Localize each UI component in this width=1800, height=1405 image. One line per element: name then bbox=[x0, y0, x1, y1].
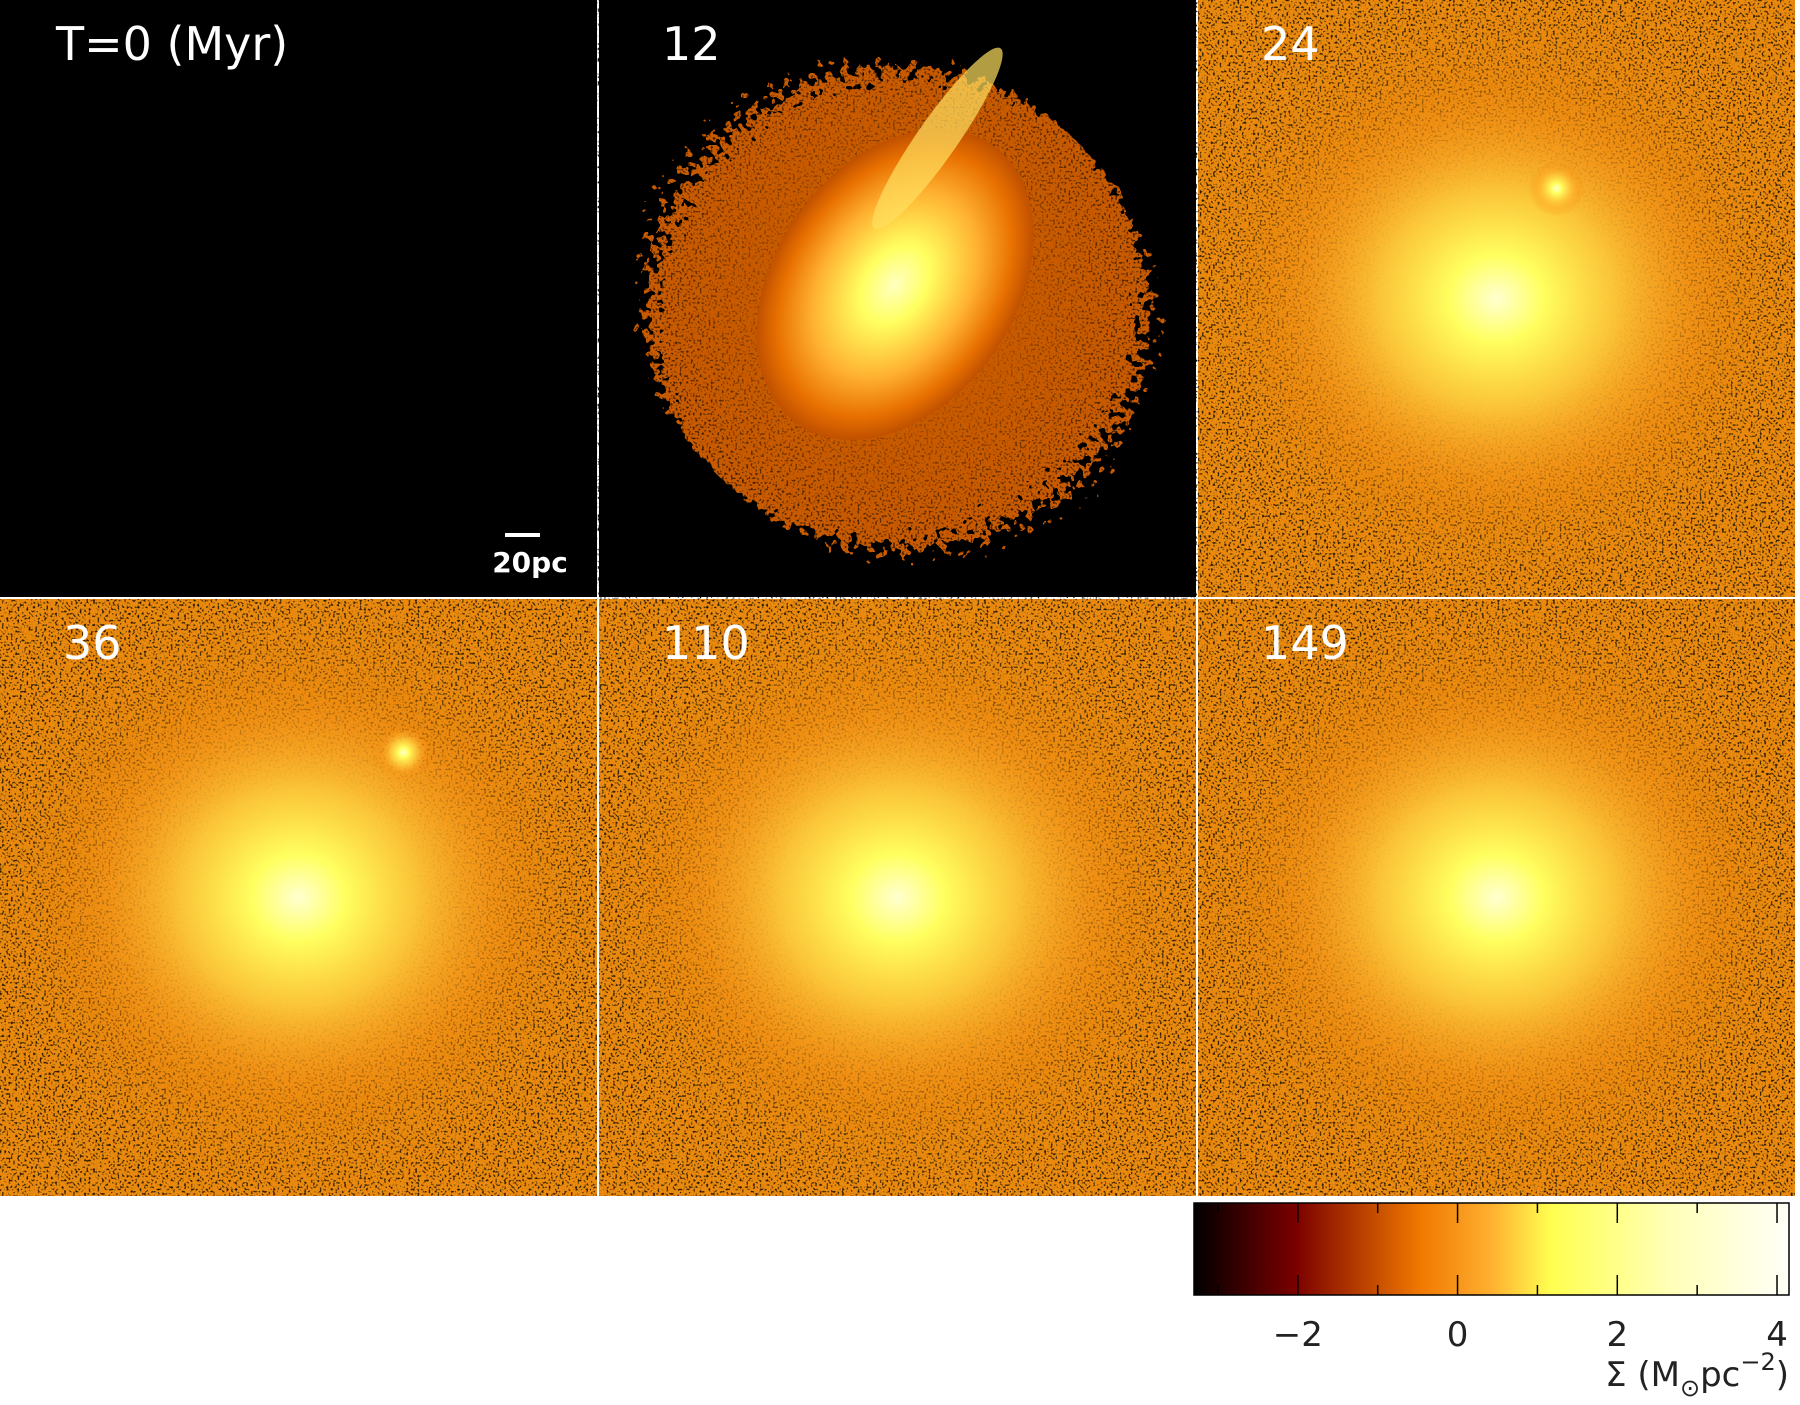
tick-label: 0 bbox=[1447, 1315, 1469, 1355]
colorbar-label-part: Σ (M bbox=[1605, 1355, 1680, 1395]
colorbar-label: Σ (M⊙pc−2) bbox=[1605, 1348, 1789, 1402]
density-core bbox=[1236, 58, 1757, 539]
density-core bbox=[637, 657, 1158, 1138]
panel: 36 bbox=[0, 599, 597, 1196]
scale-bar-label: 20pc bbox=[492, 546, 568, 579]
tick-label: 4 bbox=[1766, 1315, 1788, 1355]
colorbar-label-part: ) bbox=[1776, 1355, 1789, 1395]
satellite bbox=[375, 724, 432, 781]
panel: 149 bbox=[1198, 599, 1795, 1196]
colorbar-label-part: pc bbox=[1700, 1355, 1740, 1395]
density-core bbox=[756, 129, 1034, 440]
colorbar-label-part: ⊙ bbox=[1680, 1374, 1700, 1402]
panel-label: T=0 (Myr) bbox=[55, 17, 288, 71]
panel-label: 24 bbox=[1261, 17, 1320, 71]
panel: 12 bbox=[597, 0, 1198, 599]
tick-label: −2 bbox=[1273, 1315, 1323, 1355]
panel-background bbox=[0, 0, 597, 597]
colorbar bbox=[1193, 1202, 1790, 1296]
colorbar-label-part: −2 bbox=[1740, 1348, 1775, 1376]
panel: 24 bbox=[1198, 0, 1795, 597]
density-stream bbox=[872, 47, 1003, 230]
panel: T=0 (Myr) bbox=[0, 0, 597, 597]
panel-label: 110 bbox=[662, 616, 750, 670]
panel-label: 12 bbox=[662, 17, 721, 71]
density-core bbox=[38, 657, 559, 1138]
tick-label: 2 bbox=[1606, 1315, 1628, 1355]
panel: 110 bbox=[599, 599, 1196, 1196]
panel-label: 149 bbox=[1261, 616, 1349, 670]
density-core bbox=[1236, 657, 1757, 1138]
satellite bbox=[1528, 160, 1585, 217]
panel-label: 36 bbox=[63, 616, 122, 670]
